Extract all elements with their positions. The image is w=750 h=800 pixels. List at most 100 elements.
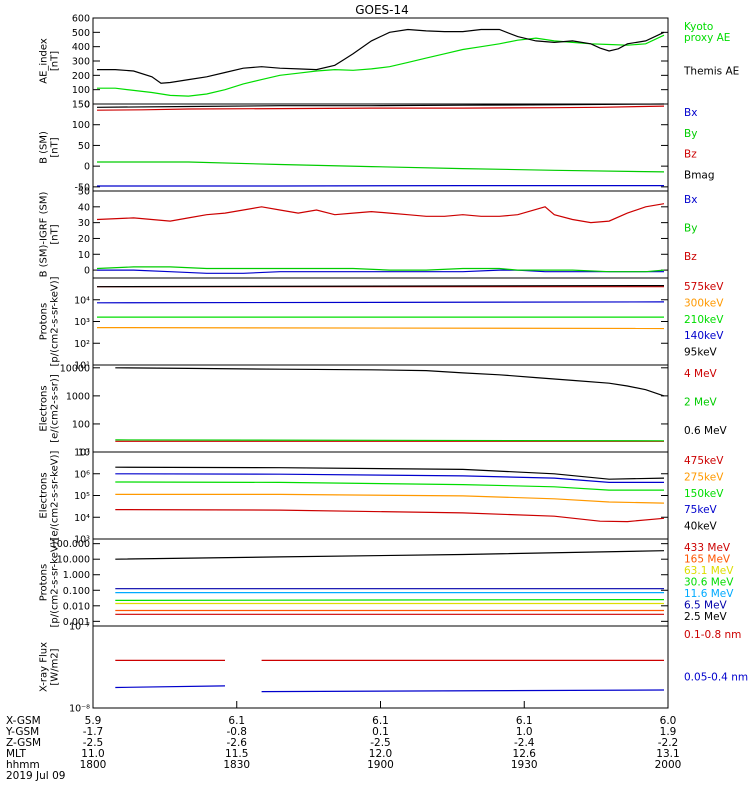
legend-entry: Bmag bbox=[684, 169, 715, 181]
y-tick-label: 1.000 bbox=[63, 570, 90, 581]
x-row-value: 1930 bbox=[510, 759, 538, 771]
y-tick-label: 10 bbox=[78, 250, 90, 261]
legend-entry: 140keV bbox=[684, 330, 724, 342]
x-row-label: Y-GSM bbox=[6, 726, 40, 738]
panel-frame bbox=[92, 364, 669, 453]
y-axis-label: Protons[p/(cm2-s-sr-keV)] bbox=[39, 276, 61, 366]
y-tick-label: 400 bbox=[72, 42, 90, 53]
panel-7: 10⁻⁸ 10⁻⁷ X-ray Flux[W/m2] 0.1-0.8 nm 0.05-0… bbox=[39, 622, 749, 715]
series-line bbox=[115, 473, 664, 483]
series-line bbox=[97, 28, 665, 84]
x-row-value: 1800 bbox=[79, 759, 107, 771]
x-row-value: -2.5 bbox=[370, 737, 391, 749]
x-row-label: X-GSM bbox=[6, 715, 41, 727]
legend-entry: 4 MeV bbox=[684, 368, 718, 380]
series-line bbox=[115, 439, 665, 442]
x-row-value: -2.6 bbox=[226, 737, 248, 749]
series-line bbox=[96, 285, 665, 288]
panel-5: 10³ 10⁴ 10⁵ 10⁶ 10⁷ Electrons[e/(cm2-s-sr-keV… bbox=[39, 448, 725, 546]
x-row-value: -1.7 bbox=[82, 726, 104, 738]
y-tick-label: 0 bbox=[84, 100, 90, 111]
x-row-value: 11.0 bbox=[81, 748, 105, 760]
series-line bbox=[97, 161, 665, 173]
x-row-label: Z-GSM bbox=[6, 737, 42, 749]
y-tick-label: -50 bbox=[74, 182, 90, 193]
legend-entry: 30.6 MeV bbox=[684, 576, 734, 588]
date-label: 2019 Jul 09 bbox=[6, 770, 66, 782]
data-gap bbox=[522, 192, 541, 277]
y-tick-label: 100 bbox=[72, 419, 90, 430]
y-tick-label: 10000 bbox=[60, 363, 90, 374]
legend-entry: 210keV bbox=[684, 314, 724, 326]
panel-frame bbox=[92, 277, 669, 366]
x-row-value: 6.1 bbox=[515, 715, 533, 727]
series-line bbox=[96, 103, 665, 108]
legend-entry: 433 MeV bbox=[684, 542, 731, 554]
legend-entry: 575keV bbox=[684, 281, 724, 293]
y-axis-label: Electrons[e/(cm2-s-sr)] bbox=[39, 374, 61, 443]
x-row-value: -2.4 bbox=[514, 737, 535, 749]
x-row-value: 1900 bbox=[367, 759, 394, 771]
x-row-value: 13.1 bbox=[656, 748, 680, 760]
legend-entry: Bz bbox=[684, 251, 697, 263]
y-tick-label: 10⁷ bbox=[74, 448, 90, 459]
y-axis-label: B (SM)-IGRF (SM)[nT] bbox=[39, 192, 61, 278]
y-tick-label: 100.000 bbox=[51, 539, 90, 550]
y-tick-label: 10.000 bbox=[57, 555, 90, 566]
y-axis-label: Electrons[e/(cm2-s-sr-keV)] bbox=[39, 450, 61, 540]
series-line bbox=[115, 493, 665, 504]
legend-entry: Themis AE bbox=[683, 66, 739, 78]
legend-entry: 40keV bbox=[684, 521, 718, 533]
panel-3: 10¹ 10² 10³ 10⁴ Protons[p/(cm2-s-sr-keV)] 575… bbox=[39, 276, 725, 371]
series-line bbox=[115, 367, 665, 397]
x-row-value: 5.9 bbox=[84, 715, 102, 727]
panel-frame bbox=[92, 17, 669, 105]
series-line bbox=[115, 685, 226, 689]
series-line bbox=[115, 481, 664, 491]
series-line bbox=[96, 105, 665, 111]
y-tick-label: 10⁻⁸ bbox=[69, 704, 90, 715]
legend-entry: 0.1-0.8 nm bbox=[684, 629, 741, 641]
legend-entry: 75keV bbox=[684, 504, 718, 516]
x-row-value: 12.0 bbox=[368, 748, 393, 760]
y-tick-label: 500 bbox=[72, 28, 90, 39]
x-row-value: 12.6 bbox=[512, 748, 536, 760]
y-tick-label: 300 bbox=[72, 57, 90, 68]
y-tick-label: 0.100 bbox=[63, 586, 90, 597]
y-tick-label: 0.010 bbox=[63, 601, 90, 612]
y-tick-label: 10⁶ bbox=[74, 469, 90, 480]
x-row-value: 11.5 bbox=[225, 748, 249, 760]
y-axis-label: Protons[p/(cm2-s-sr-keV)] bbox=[39, 537, 61, 627]
legend-entry: Bx bbox=[684, 194, 697, 206]
y-tick-label: 200 bbox=[72, 71, 90, 82]
x-row-value: 1.9 bbox=[659, 726, 677, 738]
y-tick-label: 10⁴ bbox=[74, 513, 90, 524]
panel-6: 0.001 0.010 0.100 1.000 10.000 100.000Protons… bbox=[39, 537, 735, 627]
x-row-value: 1830 bbox=[223, 759, 251, 771]
legend-entry: 2 MeV bbox=[684, 397, 718, 409]
series-line bbox=[115, 466, 665, 480]
data-gap bbox=[522, 105, 541, 190]
legend-entry: 11.6 MeV bbox=[684, 588, 734, 600]
series-line bbox=[97, 269, 664, 274]
y-tick-label: 10⁵ bbox=[74, 491, 90, 502]
legend-entry: By bbox=[684, 223, 697, 235]
x-row-label: hhmm bbox=[6, 759, 40, 771]
x-row-value: 0.1 bbox=[372, 726, 389, 738]
series-line bbox=[261, 689, 665, 693]
series-line bbox=[115, 550, 665, 560]
x-row-value: 6.1 bbox=[228, 715, 246, 727]
legend-entry: 475keV bbox=[684, 455, 724, 467]
x-row-value: 1.0 bbox=[515, 726, 533, 738]
legend-entry: 275keV bbox=[684, 471, 724, 483]
legend-entry: 6.5 MeV bbox=[684, 599, 728, 611]
y-tick-label: 20 bbox=[78, 234, 90, 245]
y-tick-label: 10² bbox=[74, 339, 90, 350]
y-axis-label: AE_index[nT] bbox=[39, 38, 61, 84]
y-tick-label: 30 bbox=[78, 218, 90, 229]
y-tick-label: 50 bbox=[78, 141, 90, 152]
y-tick-label: 40 bbox=[78, 202, 90, 213]
x-row-value: -2.5 bbox=[82, 737, 104, 749]
x-row-value: -0.8 bbox=[226, 726, 248, 738]
